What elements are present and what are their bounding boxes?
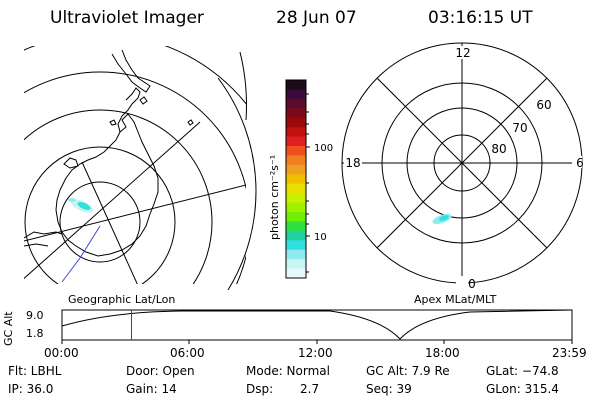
coast-fragment-3 bbox=[63, 157, 79, 169]
colorbar-band bbox=[286, 108, 306, 119]
coastlines bbox=[24, 49, 194, 257]
island-coast-2 bbox=[109, 119, 117, 126]
gc-altitude: GC Alt: 7.9 Re bbox=[366, 364, 450, 378]
colorbar-band bbox=[286, 259, 306, 270]
timeline-tick-0: 00:00 bbox=[44, 346, 79, 360]
sequence-number: Seq: 39 bbox=[366, 382, 412, 396]
mlt-labels: 12 0 18 6 60 70 80 bbox=[344, 46, 584, 291]
colorbar-band bbox=[286, 240, 306, 251]
aurora-emission-mag bbox=[432, 213, 452, 225]
colorbar-band bbox=[286, 155, 306, 166]
colorbar-band bbox=[286, 268, 306, 279]
mlt-label-12: 12 bbox=[455, 46, 470, 60]
timeline-tick-1: 06:00 bbox=[170, 346, 205, 360]
peninsula-coastline bbox=[117, 87, 141, 133]
magnetic-map bbox=[341, 42, 583, 284]
timeline-frame bbox=[61, 309, 573, 341]
colorbar-band bbox=[286, 212, 306, 222]
colorbar-band bbox=[286, 164, 306, 175]
colorbar-bands bbox=[286, 80, 306, 279]
mlt-meridians bbox=[342, 43, 582, 283]
geo-latitude: GLat: −74.8 bbox=[486, 364, 559, 378]
longitude-lines bbox=[24, 121, 246, 284]
timeline-tick-2: 12:00 bbox=[298, 346, 333, 360]
timeline-ybottom: 1.8 bbox=[26, 327, 44, 340]
colorbar-band bbox=[286, 183, 306, 194]
colorbar-band bbox=[286, 98, 306, 109]
coast-fragment-1 bbox=[24, 231, 63, 239]
magnetic-caption: Apex MLat/MLT bbox=[414, 293, 497, 306]
colorbar-band bbox=[286, 80, 306, 90]
island-coast-1 bbox=[139, 96, 148, 105]
altitude-curve bbox=[61, 309, 573, 340]
colorbar-band bbox=[286, 127, 306, 138]
colorbar: 100 10 photon cm⁻²s⁻¹ bbox=[268, 79, 333, 279]
time-label: 03:16:15 UT bbox=[428, 8, 533, 28]
ip-value: IP: 36.0 bbox=[8, 382, 54, 396]
mlt-label-0: 0 bbox=[468, 277, 476, 291]
door-status: Door: Open bbox=[126, 364, 195, 378]
colorbar-band bbox=[286, 136, 306, 147]
track-line bbox=[61, 225, 101, 283]
colorbar-band bbox=[286, 202, 306, 213]
geo-longitude: GLon: 315.4 bbox=[486, 382, 559, 396]
colorbar-band bbox=[286, 230, 306, 241]
antarctica-coastline bbox=[55, 113, 159, 257]
outer-arcs bbox=[217, 51, 257, 291]
south-america-coastline bbox=[111, 49, 151, 93]
timeline-ytop: 9.0 bbox=[26, 309, 44, 322]
aurora-emission-geo bbox=[68, 198, 94, 213]
mlt-label-18: 18 bbox=[345, 156, 360, 170]
colorbar-tick-100: 100 bbox=[314, 143, 333, 154]
geographic-caption: Geographic Lat/Lon bbox=[68, 293, 176, 306]
altitude-timeline bbox=[61, 309, 573, 344]
colorbar-frame bbox=[285, 79, 307, 279]
instrument-title: Ultraviolet Imager bbox=[50, 8, 204, 28]
timeline-ticks bbox=[61, 340, 573, 344]
coast-fragment-2 bbox=[24, 243, 49, 247]
colorbar-band bbox=[286, 89, 306, 100]
timeline-ylabel: GC Alt bbox=[2, 311, 15, 346]
mlat-label-70: 70 bbox=[512, 121, 527, 135]
colorbar-band bbox=[286, 146, 306, 156]
colorbar-tick-10: 10 bbox=[314, 232, 327, 243]
gain-value: Gain: 14 bbox=[126, 382, 177, 396]
mlat-label-80: 80 bbox=[491, 142, 506, 156]
mlat-label-60: 60 bbox=[536, 98, 551, 112]
geographic-map bbox=[24, 46, 246, 284]
island-coast-3 bbox=[187, 119, 194, 126]
colorbar-ticks bbox=[306, 93, 310, 273]
dsp-value: 2.7 bbox=[300, 382, 320, 396]
dsp-label: Dsp: bbox=[246, 382, 274, 396]
mlt-label-6: 6 bbox=[576, 156, 584, 170]
timeline-tick-4: 23:59 bbox=[552, 346, 587, 360]
timeline-tick-3: 18:00 bbox=[425, 346, 460, 360]
colorbar-band bbox=[286, 174, 306, 185]
colorbar-unit-label: photon cm⁻²s⁻¹ bbox=[268, 155, 281, 240]
colorbar-band bbox=[286, 221, 306, 232]
mode-status: Mode: Normal bbox=[246, 364, 330, 378]
date-label: 28 Jun 07 bbox=[276, 8, 357, 28]
filter-value: Flt: LBHL bbox=[8, 364, 62, 378]
colorbar-band bbox=[286, 117, 306, 128]
latitude-circles bbox=[24, 46, 246, 284]
colorbar-band bbox=[286, 249, 306, 260]
colorbar-band bbox=[286, 193, 306, 204]
